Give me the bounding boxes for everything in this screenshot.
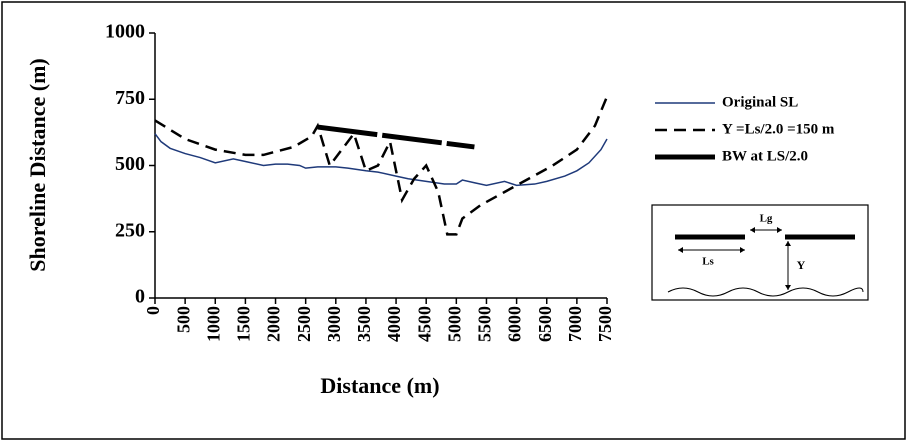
x-tick-label: 7000 [565,306,585,342]
x-tick-label: 500 [173,306,193,333]
y-tick-label: 500 [115,153,145,175]
series-line [317,124,475,150]
x-tick-label: 4500 [414,306,434,342]
x-tick-label: 2500 [294,306,314,342]
inset-label: Lg [760,213,773,225]
x-tick-label: 1000 [203,306,223,342]
x-tick-label: 7500 [595,306,615,342]
inset-label: Ls [702,256,714,268]
x-axis-label: Distance (m) [320,373,439,398]
inset: Lg Ls Y [651,204,869,301]
x-tick-label: 5500 [475,306,495,342]
x-tick-label: 6500 [535,306,555,342]
x-tick-label: 0 [143,306,163,315]
legend-label: Y =Ls/2.0 =150 m [722,121,835,137]
x-tick-label: 4000 [384,306,404,342]
legend-label: BW at LS/2.0 [722,148,808,164]
x-tick-label: 1500 [234,306,254,342]
x-tick-label: 3500 [354,306,374,342]
y-tick-label: 750 [115,87,145,109]
y-axis-label: Shoreline Distance (m) [25,58,50,271]
series-line [154,96,609,236]
y-tick-label: 0 [135,286,145,308]
y-tick-label: 1000 [105,21,145,43]
x-tick-label: 6000 [505,306,525,342]
y-tick-label: 250 [115,219,145,241]
inset-label: Y [797,258,806,272]
x-tick-label: 2000 [264,306,284,342]
x-tick-label: 3000 [324,306,344,342]
x-tick-label: 5000 [444,306,464,342]
series-line [154,133,608,187]
legend-label: Original SL [722,94,798,110]
